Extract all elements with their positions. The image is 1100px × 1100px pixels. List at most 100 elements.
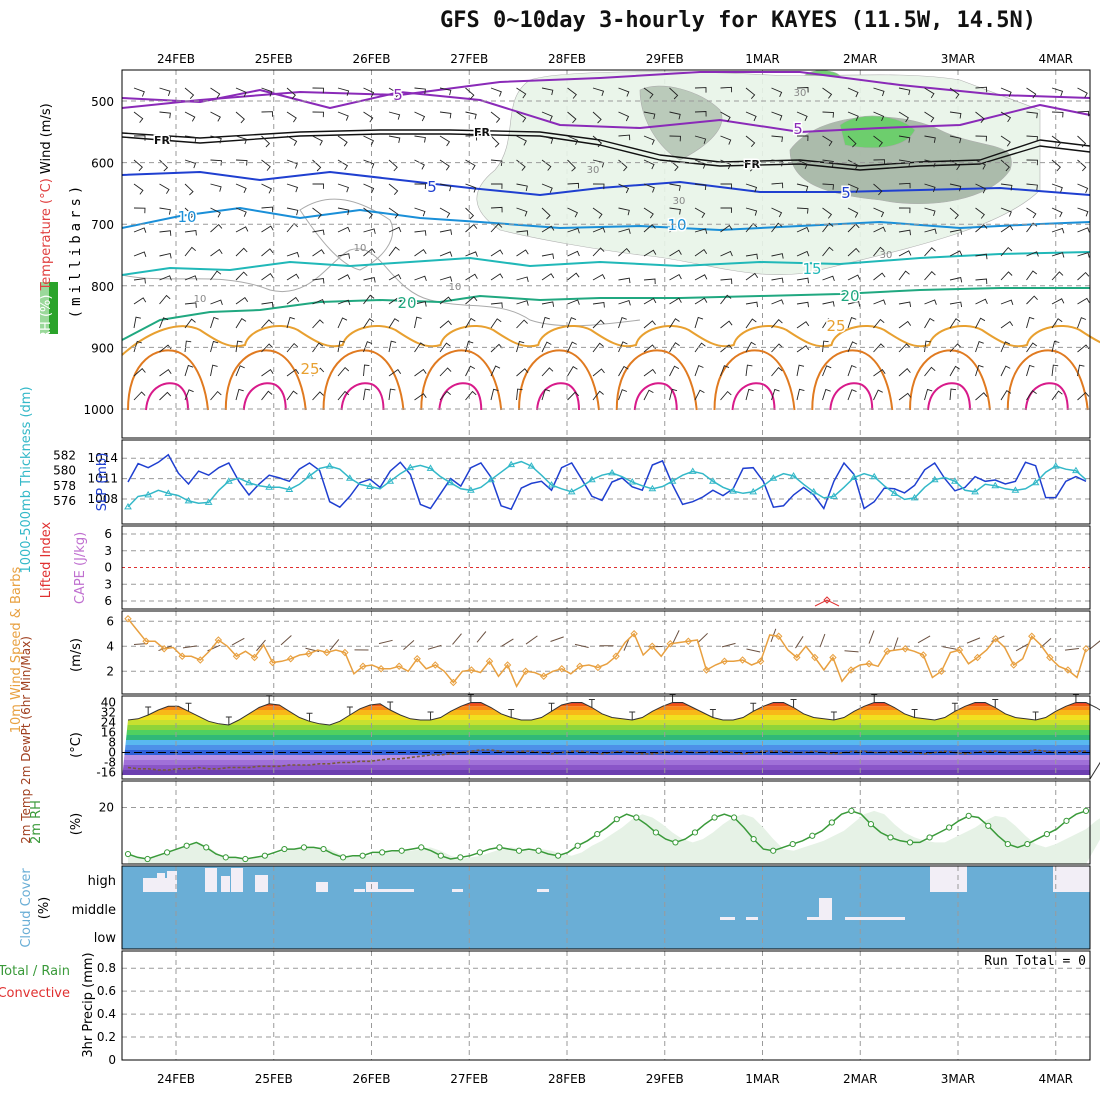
temp-band — [122, 760, 1090, 765]
temperature-contour-35 — [145, 382, 189, 411]
wind-barb — [567, 87, 577, 99]
marker — [1082, 807, 1090, 814]
wind-barb — [516, 230, 529, 236]
marker — [828, 819, 835, 826]
bottom-date-label: 28FEB — [548, 1072, 586, 1086]
wind-barb — [975, 135, 987, 142]
wind-barb — [337, 135, 348, 147]
wind-barb — [363, 111, 374, 123]
wind-barb — [312, 249, 325, 257]
marker — [224, 477, 233, 484]
wind-barb — [949, 159, 961, 171]
wind-barb — [567, 250, 580, 257]
wind-barb — [1026, 207, 1037, 219]
wind-barb — [567, 227, 580, 234]
marker — [521, 667, 530, 675]
marker — [214, 636, 223, 644]
marker — [446, 478, 455, 486]
temperature-contour — [121, 129, 1091, 167]
grid-wind10m-panel — [175, 611, 1057, 694]
wind-barb — [184, 135, 197, 143]
wind-barb — [210, 299, 223, 306]
wind-barb — [388, 111, 401, 120]
wind-barb — [796, 207, 809, 214]
wind-barb — [363, 228, 376, 234]
wind-barb — [567, 135, 579, 145]
temp-band — [122, 735, 1090, 740]
wind-barb — [235, 87, 247, 97]
wind-barb — [465, 365, 476, 377]
wind-barb — [465, 135, 478, 141]
wind-barb — [516, 300, 529, 306]
temperature-contour-30 — [713, 349, 796, 411]
marker — [1051, 462, 1060, 469]
wind-barb — [720, 224, 733, 233]
marker — [124, 615, 132, 623]
wind-barb — [745, 318, 757, 329]
wind-barb — [133, 368, 146, 377]
contour-label: 5 — [393, 86, 403, 104]
temperature-contour — [121, 207, 1091, 231]
contour-label: 5 — [427, 178, 437, 196]
wind-barb — [643, 207, 654, 219]
wind-barb — [235, 340, 243, 353]
wind-barb — [490, 318, 502, 329]
wind-barb — [822, 275, 835, 282]
precip-tick: 0.4 — [97, 1007, 116, 1021]
wind-barb — [592, 247, 605, 257]
wind-barb — [1051, 87, 1064, 97]
temp-minmax-mark — [266, 695, 273, 704]
wind-barb — [439, 183, 452, 192]
wind-barb — [516, 276, 529, 283]
wind-barb — [1026, 316, 1035, 329]
temperature-contour-25 — [121, 325, 1100, 356]
wind-barb — [184, 275, 198, 281]
wind-barb — [618, 134, 631, 141]
marker — [457, 854, 464, 861]
marker — [702, 666, 711, 674]
cloud-gap — [819, 898, 832, 920]
wind-barb — [1077, 87, 1088, 98]
wind-barb — [567, 341, 577, 353]
wind-barb — [1077, 183, 1089, 193]
rh-contour-label: 10 — [194, 294, 207, 305]
temp-minmax-mark — [306, 712, 313, 722]
wind-barb — [745, 135, 756, 147]
bottom-date-label: 2MAR — [843, 1072, 878, 1086]
wind-barb — [490, 343, 503, 353]
wind-yunit-text: (m/s) — [69, 638, 84, 672]
wind-barb — [414, 342, 425, 353]
grid-rh2m-panel — [175, 781, 1057, 864]
wind-barb — [414, 183, 426, 190]
marker — [1046, 653, 1054, 662]
wind-barb — [286, 183, 299, 193]
wind-barb — [465, 340, 474, 353]
wind-barb — [975, 278, 988, 285]
temp-minmax-mark — [1032, 711, 1039, 720]
wind-barb — [312, 207, 322, 219]
wind-barb — [286, 222, 299, 233]
wind-barb — [592, 111, 602, 124]
wind-barb — [694, 389, 705, 401]
li-tick: 6 — [104, 527, 112, 541]
wind-barb — [312, 319, 324, 329]
rh-contour-10 — [121, 248, 641, 327]
wind-barb — [975, 183, 987, 194]
wind-barb — [771, 388, 780, 401]
wind-barb — [363, 248, 376, 257]
wind-barb — [261, 183, 273, 194]
wind-barb — [694, 316, 704, 329]
wind-barb — [795, 636, 804, 649]
wind-barb — [261, 248, 274, 257]
wind-barb — [1000, 225, 1014, 233]
temp-tick: 8 — [108, 736, 116, 750]
rh-colorbar-light — [40, 282, 49, 334]
pressure-tick: 900 — [91, 341, 114, 355]
marker — [684, 637, 693, 645]
wind-barb — [541, 388, 551, 401]
marker — [245, 478, 253, 486]
marker — [558, 665, 566, 673]
wind-barb — [873, 135, 883, 147]
precip-ylabel: 3hr Precip (mm) — [81, 952, 96, 1057]
wind-barb — [286, 111, 297, 123]
